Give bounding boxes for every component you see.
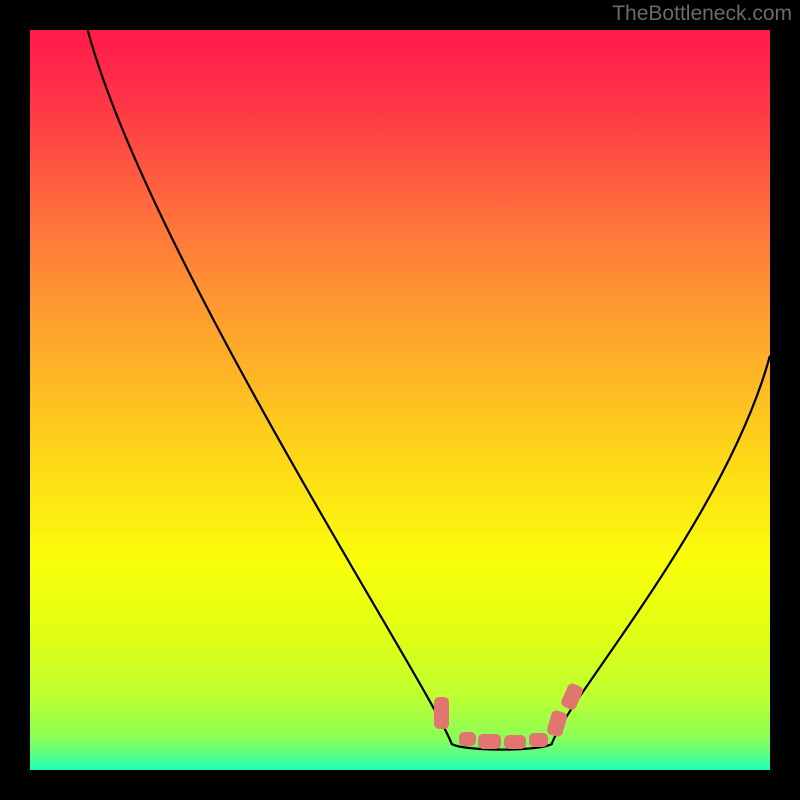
chart-plot-area: [30, 30, 770, 770]
curve-marker: [478, 734, 500, 748]
bottleneck-curve: [30, 30, 770, 770]
curve-marker: [529, 733, 548, 747]
curve-marker: [459, 732, 476, 746]
curve-marker: [434, 697, 449, 728]
curve-marker: [504, 735, 526, 749]
watermark-text: TheBottleneck.com: [612, 2, 792, 26]
